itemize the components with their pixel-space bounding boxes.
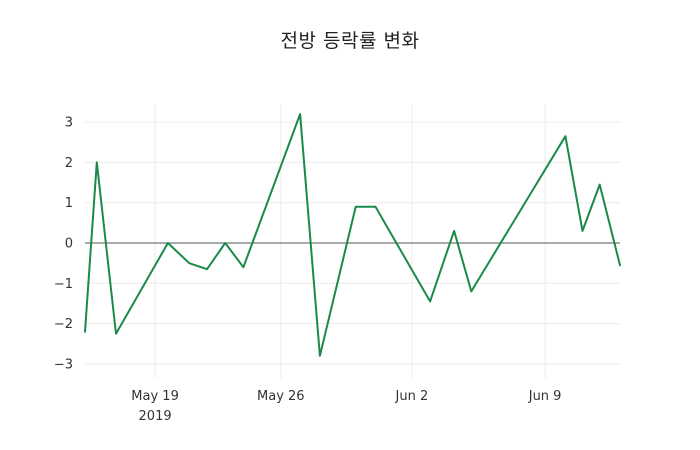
x-tick-label: Jun 9 bbox=[528, 389, 562, 404]
series-line bbox=[84, 113, 621, 357]
y-tick-label: 3 bbox=[65, 116, 73, 131]
y-tick-label: −3 bbox=[54, 357, 73, 372]
y-tick-label: 1 bbox=[65, 196, 73, 211]
y-tick-label: 0 bbox=[65, 237, 73, 252]
x-tick-label: May 26 bbox=[257, 389, 305, 404]
y-tick-label: −2 bbox=[54, 317, 73, 332]
x-tick-label: Jun 2 bbox=[395, 389, 429, 404]
chart-title: 전방 등락률 변화 bbox=[280, 30, 420, 52]
y-tick-label: 2 bbox=[65, 156, 73, 171]
x-tick-label: May 19 bbox=[131, 389, 179, 404]
x-tick-sublabel: 2019 bbox=[139, 409, 172, 424]
y-tick-label: −1 bbox=[54, 277, 73, 292]
